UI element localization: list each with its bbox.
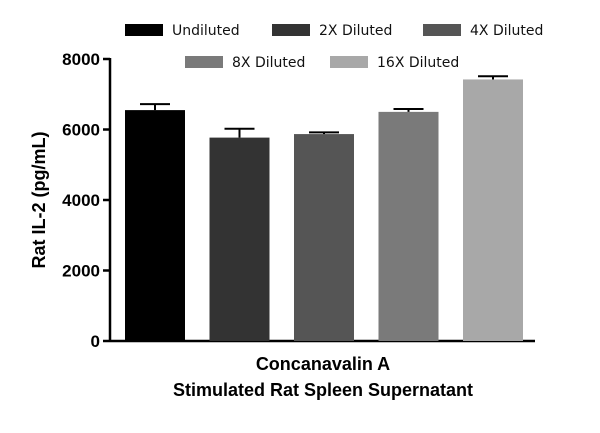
legend-swatch-4 [330,56,368,68]
y-axis-title: Rat IL-2 (pg/mL) [29,132,49,269]
y-tick-label-3: 6000 [62,121,100,140]
y-tick-label-2: 4000 [62,191,100,210]
x-axis-title-line-2: Stimulated Rat Spleen Supernatant [173,380,473,400]
legend-label-3: 8X Diluted [232,55,305,71]
legend: Undiluted 2X Diluted 4X Diluted 8X Diluted 1… [125,23,543,71]
legend-label-0: Undiluted [172,23,240,39]
bar-3 [378,111,439,341]
legend-label-2: 4X Diluted [470,23,543,39]
legend-swatch-2 [423,24,461,36]
bar-2 [294,134,354,341]
plot-area: 0 2000 4000 6000 8000 [62,50,535,351]
y-tick-label-0: 0 [91,332,100,351]
legend-label-4: 16X Diluted [377,55,459,71]
y-tick-label-4: 8000 [62,50,100,69]
y-tick-label-1: 2000 [62,262,100,281]
legend-label-1: 2X Diluted [319,23,392,39]
bar-4 [463,79,523,341]
bar-0 [125,110,185,341]
legend-swatch-0 [125,24,163,36]
legend-swatch-3 [185,56,223,68]
bar-1 [209,137,270,341]
legend-swatch-1 [272,24,310,36]
x-axis-title-line-1: Concanavalin A [256,354,390,374]
